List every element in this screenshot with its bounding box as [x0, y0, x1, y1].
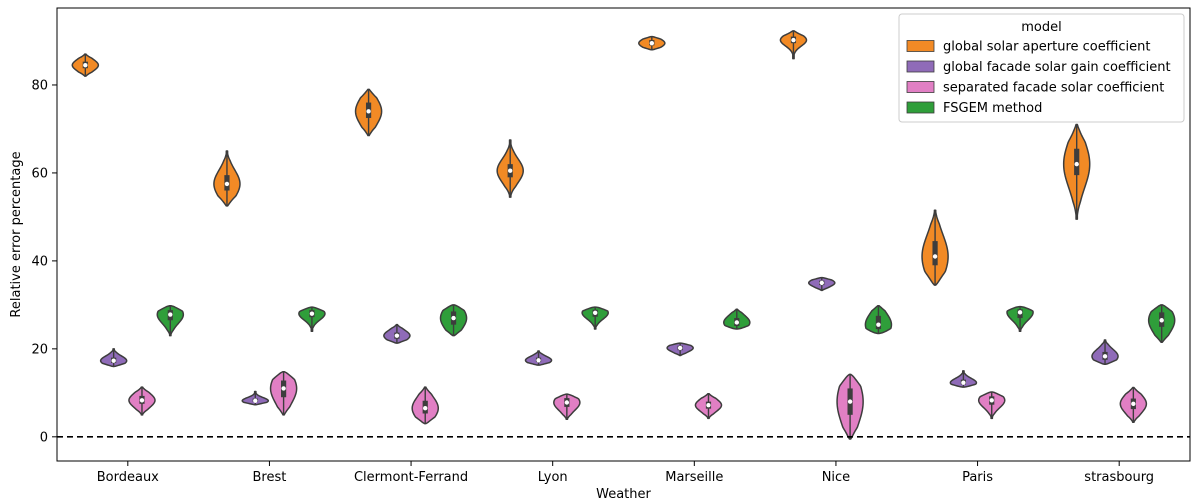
- x-axis-title: Weather: [596, 487, 651, 501]
- violin-brest-fsgem-method: [298, 306, 326, 333]
- violin-median-dot: [451, 315, 456, 321]
- violin-median-dot: [1017, 310, 1023, 315]
- violin-bordeaux-global-facade-solar-gain-coefficient: [99, 348, 128, 368]
- violin-strasbourg-global-facade-solar-gain-coefficient: [1091, 339, 1119, 365]
- violin-nice-fsgem-method: [864, 305, 893, 335]
- violin-median-dot: [394, 333, 400, 338]
- violin-paris-global-facade-solar-gain-coefficient: [949, 370, 978, 388]
- violin-median-dot: [819, 280, 824, 286]
- violin-marseille-separated-facade-solar-coefficient: [694, 392, 723, 420]
- plot-area-frame: [56, 7, 1191, 462]
- violin-marseille-global-solar-aperture-coefficient: [638, 35, 666, 51]
- violin-median-dot: [423, 406, 428, 411]
- violin-clermont-ferrand-separated-facade-solar-coefficient: [411, 386, 439, 425]
- violin-median-dot: [1102, 354, 1108, 359]
- violin-nice-separated-facade-solar-coefficient: [836, 373, 864, 440]
- violin-lyon-global-facade-solar-gain-coefficient: [524, 350, 553, 366]
- violin-median-dot: [734, 320, 739, 325]
- violin-marseille-global-facade-solar-gain-coefficient: [666, 342, 694, 357]
- x-tick-label-marseille: Marseille: [665, 470, 723, 485]
- legend-swatch-global-facade-solar-gain-coefficient: [906, 60, 935, 73]
- violin-paris-fsgem-method: [1006, 305, 1034, 333]
- violin-median-dot: [281, 386, 286, 391]
- legend-swatch-separated-facade-solar-coefficient: [906, 81, 935, 93]
- violin-clermont-ferrand-global-solar-aperture-coefficient: [354, 88, 383, 137]
- y-tick-label: 40: [31, 254, 48, 269]
- violin-paris-separated-facade-solar-coefficient: [977, 391, 1006, 420]
- legend-label-fsgem-method: FSGEM method: [943, 101, 1042, 116]
- violin-median-dot: [1074, 161, 1079, 167]
- y-tick-label: 20: [31, 342, 48, 357]
- violin-median-dot: [989, 398, 994, 403]
- legend: model global solar aperture coefficient g…: [898, 13, 1185, 123]
- x-tick-label-nice: Nice: [822, 470, 850, 485]
- violin-paris-global-solar-aperture-coefficient: [921, 209, 949, 286]
- legend-label-global-facade-solar-gain-coefficient: global facade solar gain coefficient: [943, 60, 1171, 75]
- violin-median-dot: [791, 37, 796, 43]
- legend-swatch-global-solar-aperture-coefficient: [906, 40, 935, 52]
- legend-swatch-fsgem-method: [906, 101, 935, 114]
- violin-median-dot: [536, 358, 541, 363]
- y-tick-label: 80: [31, 78, 48, 93]
- violin-bordeaux-separated-facade-solar-coefficient: [128, 386, 156, 416]
- violin-median-dot: [706, 402, 711, 408]
- violin-median-dot: [649, 40, 655, 46]
- violin-median-dot: [83, 62, 88, 68]
- violin-strasbourg-separated-facade-solar-coefficient: [1119, 386, 1148, 424]
- y-axis-title: Relative error percentage: [9, 151, 24, 317]
- violin-clermont-ferrand-global-facade-solar-gain-coefficient: [383, 323, 411, 344]
- violin-strasbourg-global-solar-aperture-coefficient: [1062, 123, 1091, 220]
- violin-bordeaux-fsgem-method: [156, 305, 185, 337]
- violin-median-dot: [932, 254, 938, 259]
- violin-strasbourg-fsgem-method: [1147, 304, 1176, 343]
- violin-median-dot: [253, 398, 258, 403]
- violin-median-dot: [961, 380, 966, 385]
- x-tick-label-clermont-ferrand: Clermont-Ferrand: [354, 470, 468, 485]
- violin-layer: [71, 30, 1176, 440]
- violin-iqr-box: [932, 241, 938, 266]
- violin-median-dot: [309, 311, 315, 316]
- violin-median-dot: [1159, 318, 1164, 323]
- violin-median-dot: [168, 312, 173, 317]
- violin-lyon-separated-facade-solar-coefficient: [553, 393, 581, 420]
- violin-median-dot: [508, 168, 513, 173]
- violin-median-dot: [224, 181, 230, 187]
- y-tick-label: 60: [31, 166, 48, 181]
- violin-lyon-global-solar-aperture-coefficient: [496, 139, 524, 198]
- violin-median-dot: [139, 398, 145, 403]
- violin-median-dot: [1131, 401, 1136, 407]
- violin-lyon-fsgem-method: [581, 306, 609, 330]
- violin-clermont-ferrand-fsgem-method: [439, 304, 468, 337]
- violin-brest-separated-facade-solar-coefficient: [269, 370, 298, 416]
- violin-median-dot: [592, 310, 598, 315]
- x-tick-label-lyon: Lyon: [538, 470, 568, 485]
- y-axis: 0 20 40 60 80: [31, 78, 57, 445]
- legend-label-global-solar-aperture-coefficient: global solar aperture coefficient: [943, 40, 1150, 55]
- legend-frame: [898, 13, 1185, 123]
- x-tick-label-brest: Brest: [253, 470, 287, 485]
- violin-median-dot: [677, 345, 683, 351]
- y-tick-label: 0: [40, 430, 48, 445]
- violin-brest-global-facade-solar-gain-coefficient: [241, 390, 270, 406]
- violin-median-dot: [847, 399, 853, 404]
- violin-median-dot: [876, 322, 881, 327]
- violin-marseille-fsgem-method: [723, 308, 751, 330]
- violin-nice-global-facade-solar-gain-coefficient: [808, 276, 836, 292]
- legend-title: model: [1021, 20, 1061, 35]
- legend-label-separated-facade-solar-coefficient: separated facade solar coefficient: [943, 81, 1164, 96]
- violin-median-dot: [366, 109, 371, 114]
- violin-nice-global-solar-aperture-coefficient: [779, 30, 808, 60]
- x-tick-label-bordeaux: Bordeaux: [97, 470, 159, 485]
- x-tick-label-strasbourg: strasbourg: [1084, 470, 1154, 485]
- violin-brest-global-solar-aperture-coefficient: [213, 150, 241, 207]
- violin-median-dot: [564, 400, 570, 405]
- x-tick-label-paris: Paris: [962, 470, 993, 485]
- violin-bordeaux-global-solar-aperture-coefficient: [71, 53, 100, 77]
- x-axis: Bordeaux Brest Clermont-Ferrand Lyon Marseil…: [97, 461, 1154, 485]
- violin-median-dot: [111, 358, 116, 363]
